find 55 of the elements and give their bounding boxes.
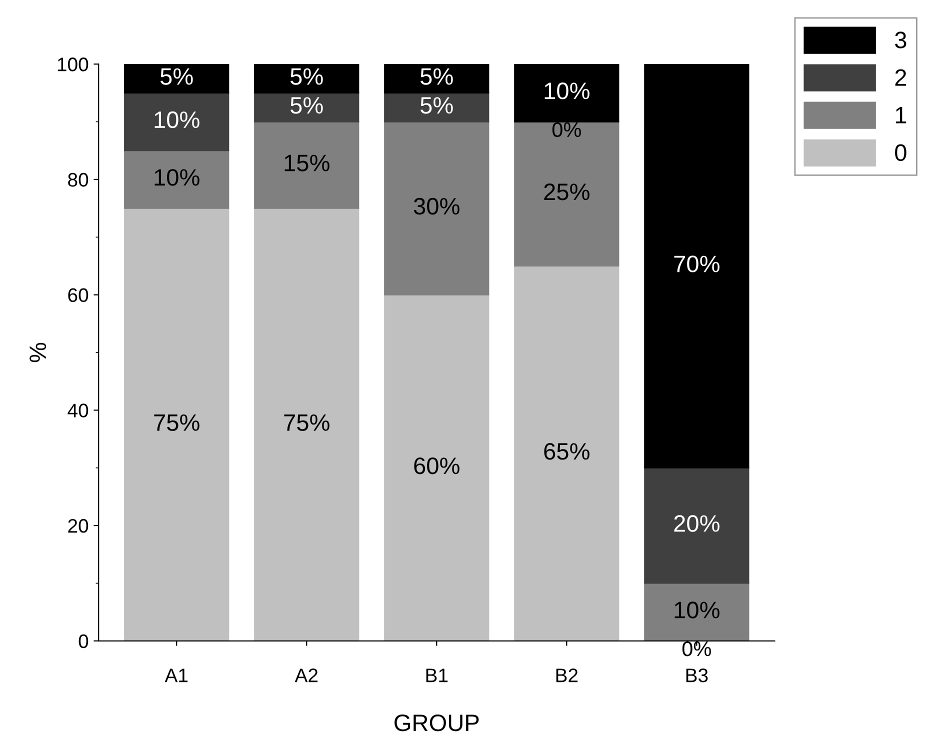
data-label: 10% [544, 82, 590, 100]
legend-label: 3 [895, 32, 906, 48]
data-label: 10% [154, 169, 200, 186]
data-label: 5% [420, 68, 453, 85]
data-label: 5% [290, 97, 323, 114]
bar [124, 92, 230, 152]
data-label: 10% [154, 111, 200, 128]
data-label: 60% [414, 457, 460, 474]
data-label: 5% [290, 68, 323, 85]
data-label: 15% [284, 154, 330, 172]
bar [514, 265, 620, 641]
y-tick-label: 0 [78, 634, 88, 648]
bar [644, 64, 750, 468]
data-label: 75% [154, 414, 200, 431]
data-label: 30% [414, 198, 460, 215]
bar [254, 121, 360, 209]
x-tick-label: B1 [426, 668, 448, 682]
data-label: 0% [552, 122, 581, 138]
bar [124, 150, 230, 209]
y-tick-label: 60 [68, 288, 88, 302]
data-label: 65% [544, 443, 590, 460]
y-tick-label: 80 [68, 172, 88, 187]
data-label: 5% [160, 68, 193, 85]
data-label: 5% [420, 97, 453, 114]
legend-label: 0 [895, 144, 906, 162]
bar [124, 64, 230, 94]
bar [514, 121, 620, 267]
bar [644, 582, 750, 641]
y-tick-label: 100 [58, 58, 88, 72]
data-label: 10% [674, 602, 720, 618]
bar [384, 92, 490, 122]
legend-label: 1 [896, 107, 906, 124]
bar [384, 121, 490, 296]
bar [254, 64, 360, 94]
data-label: 0% [682, 641, 711, 656]
data-label: 75% [284, 414, 330, 431]
bar [254, 92, 360, 122]
bar [514, 64, 620, 122]
y-tick-label: 20 [68, 519, 88, 533]
x-tick-label: A2 [294, 668, 318, 682]
x-tick-label: B2 [556, 668, 578, 682]
data-label: 70% [674, 256, 720, 272]
y-tick-label: 40 [68, 404, 88, 418]
x-tick-label: B3 [686, 668, 708, 682]
data-label: 25% [544, 183, 590, 200]
bar [254, 208, 360, 641]
bar [384, 64, 490, 94]
x-axis-title: GROUP [394, 714, 479, 732]
bar [384, 294, 490, 641]
y-axis-title: % [30, 342, 46, 362]
legend-label: 2 [895, 69, 906, 86]
bar [124, 208, 230, 641]
x-tick-label: A1 [164, 668, 188, 682]
bar [644, 467, 750, 584]
data-label: 20% [674, 515, 720, 532]
